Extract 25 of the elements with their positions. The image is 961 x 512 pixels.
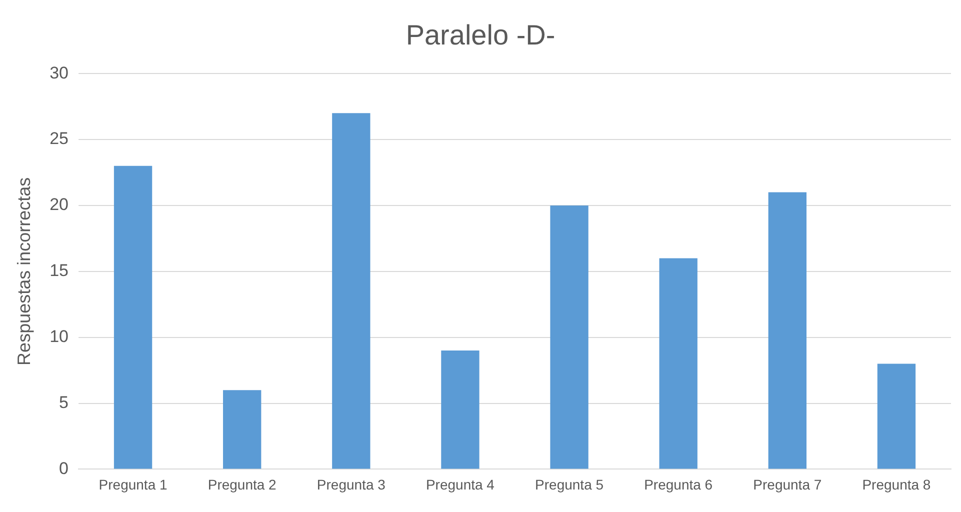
- y-tick-label: 0: [59, 458, 69, 478]
- x-tick-label: Pregunta 3: [316, 476, 386, 492]
- bar: [441, 350, 480, 469]
- chart-title: Paralelo -D-: [406, 20, 556, 51]
- bar: [223, 390, 262, 469]
- bar: [550, 205, 588, 469]
- bar: [877, 364, 916, 469]
- x-tick-label: Pregunta 7: [753, 476, 822, 492]
- bar: [659, 258, 698, 469]
- x-tick-label: Pregunta 8: [862, 476, 931, 492]
- x-tick-label: Pregunta 5: [535, 476, 604, 492]
- bar: [768, 192, 806, 469]
- x-tick-label: Pregunta 2: [208, 476, 277, 492]
- x-tick-label: Pregunta 6: [644, 476, 713, 492]
- x-tick-label: Pregunta 1: [98, 476, 168, 492]
- bar: [332, 113, 370, 469]
- y-tick-label: 15: [50, 261, 69, 280]
- y-tick-label: 10: [50, 327, 69, 346]
- y-tick-label: 25: [50, 129, 69, 148]
- y-axis-title: Respuestas incorrectas: [14, 177, 34, 366]
- bar: [114, 166, 152, 469]
- y-tick-label: 20: [50, 195, 69, 214]
- x-tick-label: Pregunta 4: [426, 476, 495, 492]
- y-tick-label: 5: [59, 392, 69, 412]
- y-tick-label: 30: [50, 63, 69, 82]
